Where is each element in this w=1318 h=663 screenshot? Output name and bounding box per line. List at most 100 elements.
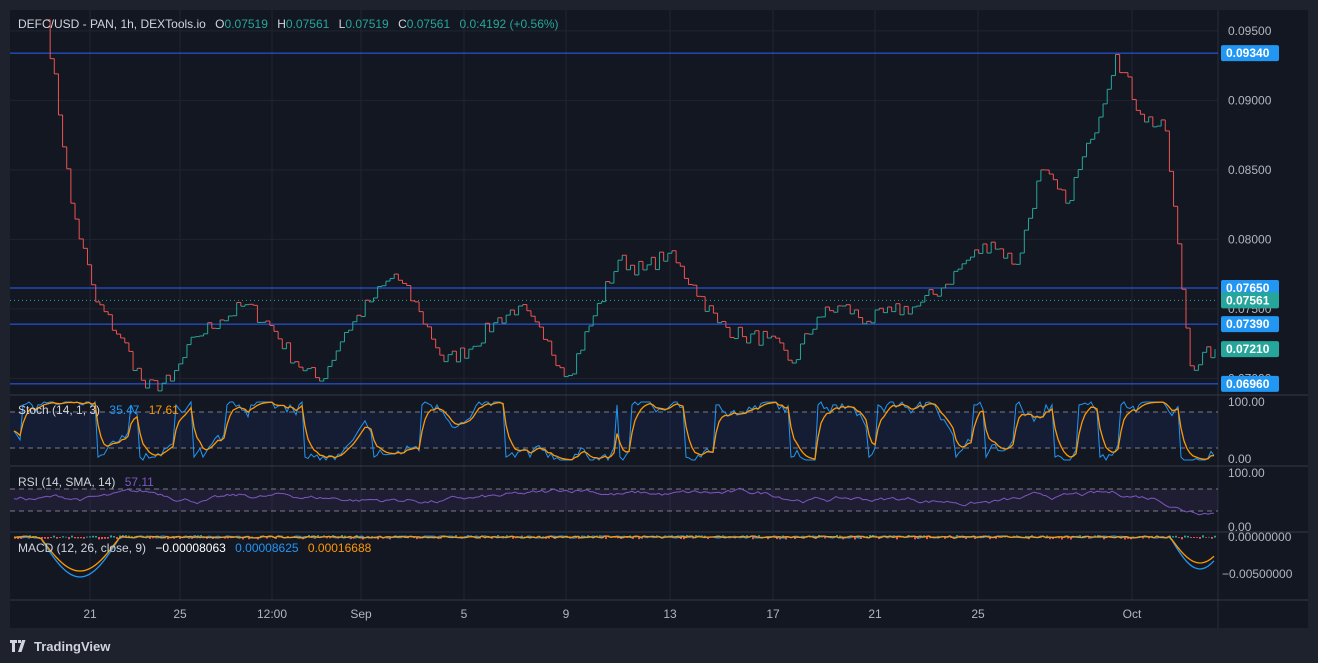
macd-hist-bar: [794, 537, 796, 540]
macd-hist-bar: [95, 535, 97, 538]
macd-hist-bar: [605, 537, 607, 540]
macd-hist-bar: [1205, 537, 1207, 538]
macd-hist-bar: [107, 537, 109, 539]
macd-hist-bar: [512, 537, 514, 539]
macd-hist-bar: [251, 536, 253, 538]
macd-hist-bar: [707, 537, 709, 539]
rsi-legend: RSI (14, SMA, 14) 57.11: [18, 475, 154, 489]
macd-hist-bar: [950, 537, 952, 538]
macd-hist-bar: [110, 535, 112, 538]
x-tick-label: 21: [83, 607, 97, 621]
macd-hist-bar: [371, 536, 373, 538]
macd-hist-bar: [1103, 537, 1105, 540]
macd-hist-bar: [86, 536, 88, 538]
change-value: 0.0:4192 (+0.56%): [459, 17, 558, 31]
price-badges: 0.09340 0.07650 0.07390 0.06960 0.07561 0.072…: [1221, 45, 1279, 392]
macd-hist-bar: [854, 537, 856, 540]
macd-hist-bar: [1214, 535, 1216, 538]
macd-hist-bar: [1124, 537, 1126, 540]
brand-name: TradingView: [34, 638, 111, 654]
macd-hist-bar: [1148, 537, 1150, 539]
last-price-badge-bg: [1221, 292, 1279, 309]
macd-hist-bar: [1190, 537, 1192, 538]
x-tick-label: Oct: [1123, 607, 1142, 621]
macd-hist-bar: [824, 537, 826, 539]
stoch-upper-tick: 100.00: [1228, 395, 1265, 409]
x-tick-label: Sep: [350, 607, 372, 621]
chart-canvas[interactable]: 0.095000.090000.085000.080000.075000.070…: [10, 10, 1308, 628]
macd-hist-bar: [1199, 537, 1201, 539]
chart-frame: 0.095000.090000.085000.080000.075000.070…: [10, 10, 1308, 628]
stoch-d-line: [13, 401, 1215, 461]
macd-hist-bar: [98, 537, 100, 540]
macd-hist-bar: [1061, 537, 1063, 540]
macd-hist-bar: [635, 536, 637, 538]
macd-hist-bar: [989, 537, 991, 540]
macd-hist-bar: [329, 537, 331, 539]
level-badge: 0.07390: [1226, 317, 1270, 331]
macd-hist-bar: [167, 537, 169, 540]
macd-hist-bar: [1208, 536, 1210, 538]
macd-hist-bar: [266, 537, 268, 539]
macd-hist-bar: [77, 537, 79, 539]
x-tick-label: 17: [766, 607, 780, 621]
macd-hist-bar: [839, 535, 841, 538]
macd-hist-bar: [47, 537, 49, 539]
level-badge-bg: [1221, 375, 1279, 392]
macd-hist-bar: [119, 535, 121, 538]
low-value: 0.07519: [345, 17, 389, 31]
symbol-title: DEFC/USD - PAN, 1h, DEXTools.io: [18, 17, 206, 31]
macd-hist-bar: [1070, 537, 1072, 540]
macd-hist-bar: [1211, 537, 1213, 539]
macd-hist-bar: [926, 537, 928, 540]
macd-signal-line: [13, 535, 1215, 572]
y-tick-label: 0.08500: [1228, 163, 1272, 177]
macd-hist-bar: [752, 537, 754, 540]
macd-hist-bar: [965, 537, 967, 540]
macd-hist-bar: [173, 537, 175, 539]
macd-hist-bar: [1058, 537, 1060, 539]
stoch-k-line: [13, 400, 1215, 462]
macd-hist-bar: [695, 535, 697, 538]
macd-hist-bar: [1127, 537, 1129, 539]
macd-series: [13, 535, 1216, 578]
header-legend: DEFC/USD - PAN, 1h, DEXTools.io O0.07519…: [18, 17, 559, 31]
macd-hist-bar: [113, 535, 115, 538]
macd-hist-bar: [17, 537, 19, 540]
macd-hist-bar: [344, 535, 346, 538]
stoch-series: [13, 400, 1215, 462]
macd-hist-bar: [71, 535, 73, 538]
macd-hist-bar: [89, 536, 91, 538]
rsi-upper-tick: 100.00: [1228, 466, 1265, 480]
macd-hist-bar: [998, 537, 1000, 538]
macd-hist-bar: [767, 537, 769, 540]
macd-hist-bar: [1172, 536, 1174, 538]
rsi-lower-tick: 0.00: [1228, 520, 1252, 534]
marker-price-badge-bg: [1221, 341, 1279, 358]
footer[interactable]: TradingView: [10, 636, 110, 656]
open-value: 0.07519: [225, 17, 269, 31]
time-axis[interactable]: 21 25 12:00 Sep 5 9 13 17 21 25 Oct: [83, 607, 1142, 621]
macd-hist-bar: [413, 537, 415, 539]
rsi-line: [13, 487, 1215, 516]
macd-hist-bar: [179, 537, 181, 539]
macd-hist-bar: [326, 537, 328, 539]
macd-hist-bar: [995, 537, 997, 539]
macd-hist-bar: [1187, 535, 1189, 538]
stoch-lower-tick: 0.00: [1228, 452, 1252, 466]
macd-hist-bar: [944, 537, 946, 539]
macd-hist-bar: [53, 535, 55, 538]
macd-hist-bar: [455, 535, 457, 538]
level-badge: 0.09340: [1226, 46, 1270, 60]
macd-hist-bar: [578, 537, 580, 539]
macd-hist-bar: [59, 537, 61, 538]
macd-signal-value: 0.00016688: [308, 541, 372, 555]
close-value: 0.07561: [407, 17, 451, 31]
macd-hist-bar: [683, 537, 685, 540]
y-tick-label: 0.08000: [1228, 232, 1272, 246]
rsi-value: 57.11: [125, 475, 154, 489]
macd-hist-bar: [20, 537, 22, 539]
macd-hist-bar: [62, 536, 64, 538]
macd-hist-bar: [242, 537, 244, 540]
macd-hist-bar: [869, 535, 871, 538]
